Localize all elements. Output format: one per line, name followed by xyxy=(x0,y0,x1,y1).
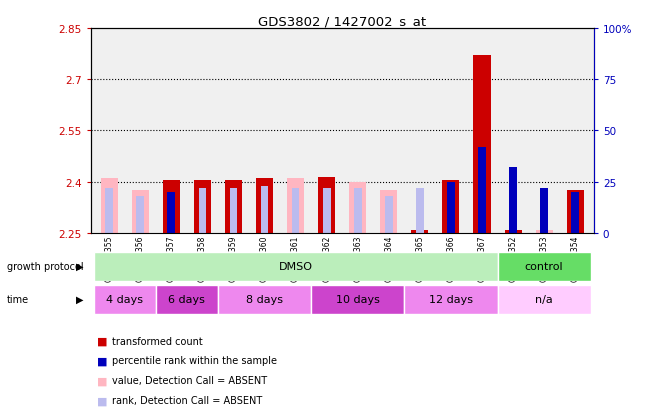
Bar xyxy=(94,285,156,314)
Bar xyxy=(168,192,175,233)
Text: value, Detection Call = ABSENT: value, Detection Call = ABSENT xyxy=(112,375,267,385)
Bar xyxy=(411,230,428,233)
Title: GDS3802 / 1427002_s_at: GDS3802 / 1427002_s_at xyxy=(258,15,426,28)
Text: ▶: ▶ xyxy=(76,294,84,304)
Text: ■: ■ xyxy=(97,375,108,385)
Bar xyxy=(349,182,366,233)
Bar xyxy=(416,188,424,233)
Text: ■: ■ xyxy=(97,395,108,405)
Bar xyxy=(571,192,579,233)
Text: transformed count: transformed count xyxy=(112,336,203,346)
Bar xyxy=(156,285,218,314)
Bar xyxy=(474,56,491,233)
Text: control: control xyxy=(525,261,564,271)
Bar xyxy=(101,179,118,233)
Bar xyxy=(287,179,304,233)
Text: ▶: ▶ xyxy=(76,261,84,271)
Bar xyxy=(194,180,211,233)
Bar xyxy=(318,177,336,233)
Bar xyxy=(323,188,331,233)
Bar xyxy=(497,285,590,314)
Text: 6 days: 6 days xyxy=(168,294,205,304)
Bar xyxy=(509,168,517,233)
Bar xyxy=(132,191,149,233)
Bar xyxy=(380,191,397,233)
Text: rank, Detection Call = ABSENT: rank, Detection Call = ABSENT xyxy=(112,395,262,405)
Bar xyxy=(354,188,362,233)
Bar xyxy=(497,252,590,281)
Bar xyxy=(405,285,497,314)
Bar xyxy=(292,188,299,233)
Text: time: time xyxy=(7,294,29,304)
Text: 8 days: 8 days xyxy=(246,294,283,304)
Text: 4 days: 4 days xyxy=(106,294,143,304)
Bar xyxy=(136,197,144,233)
Text: percentile rank within the sample: percentile rank within the sample xyxy=(112,356,277,366)
Text: ■: ■ xyxy=(97,336,108,346)
Bar xyxy=(256,179,273,233)
Bar xyxy=(385,197,393,233)
Bar xyxy=(535,230,553,233)
Bar xyxy=(229,188,238,233)
Bar xyxy=(566,191,584,233)
Text: growth protocol: growth protocol xyxy=(7,261,83,271)
Bar xyxy=(199,188,206,233)
Bar xyxy=(225,180,242,233)
Bar xyxy=(94,252,497,281)
Bar xyxy=(105,188,113,233)
Bar xyxy=(478,147,486,233)
Text: 12 days: 12 days xyxy=(429,294,473,304)
Bar xyxy=(218,285,311,314)
Bar xyxy=(311,285,405,314)
Bar xyxy=(163,180,180,233)
Text: n/a: n/a xyxy=(535,294,553,304)
Bar xyxy=(540,188,548,233)
Bar xyxy=(260,186,268,233)
Bar xyxy=(442,180,460,233)
Text: DMSO: DMSO xyxy=(278,261,313,271)
Bar xyxy=(505,230,521,233)
Text: ■: ■ xyxy=(97,356,108,366)
Bar xyxy=(447,182,455,233)
Text: 10 days: 10 days xyxy=(336,294,380,304)
